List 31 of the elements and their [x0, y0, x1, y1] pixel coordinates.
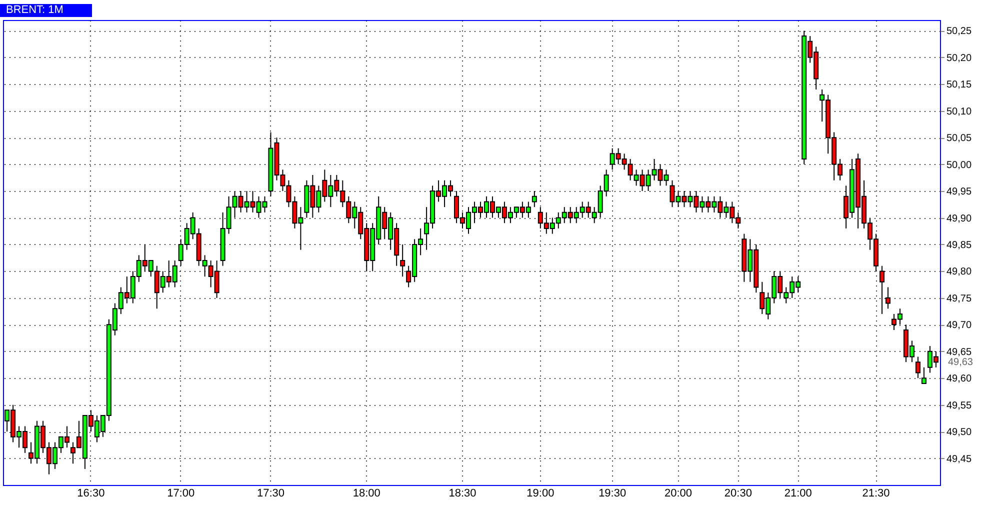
- x-tick-label: 20:30: [724, 488, 752, 500]
- y-tick-label: 49,70: [946, 320, 972, 332]
- x-tick-label: 19:00: [526, 488, 554, 500]
- x-tick-label: 18:30: [448, 488, 476, 500]
- y-tick-label: 49,85: [946, 240, 972, 251]
- x-tick-label: 16:30: [77, 488, 105, 500]
- y-tick-label: 50,10: [946, 106, 972, 118]
- y-tick-label: 49,95: [946, 186, 972, 198]
- y-tick-label: 50,15: [946, 80, 972, 91]
- y-tick-label: 49,55: [946, 400, 972, 412]
- chart-title: BRENT: 1M: [0, 4, 92, 17]
- y-tick-label: 49,50: [946, 427, 972, 438]
- y-tick-label: 50,05: [946, 133, 972, 144]
- y-tick-label: 49,75: [946, 293, 972, 304]
- x-tick-label: 17:30: [256, 488, 284, 500]
- text: 49,63: [948, 357, 974, 368]
- x-tick-label: 19:30: [598, 488, 626, 500]
- y-tick-label: 49,45: [946, 454, 972, 465]
- y-tick-label: 50,20: [946, 52, 972, 64]
- x-tick-label: 20:00: [664, 488, 692, 500]
- y-tick-label: 49,90: [946, 213, 972, 224]
- x-tick-label: 17:00: [167, 488, 195, 500]
- y-tick-label: 50,25: [946, 26, 972, 38]
- candlestick: [915, 356, 920, 379]
- y-tick-label: 50,00: [946, 160, 972, 171]
- y-tick-label: 49,60: [946, 374, 972, 385]
- x-tick-label: 18:00: [352, 488, 380, 500]
- y-tick-label: 49,80: [946, 266, 972, 278]
- x-tick-label: 21:30: [862, 488, 890, 500]
- y-tick-label: 49,65: [946, 346, 972, 358]
- x-tick-label: 21:00: [784, 488, 812, 500]
